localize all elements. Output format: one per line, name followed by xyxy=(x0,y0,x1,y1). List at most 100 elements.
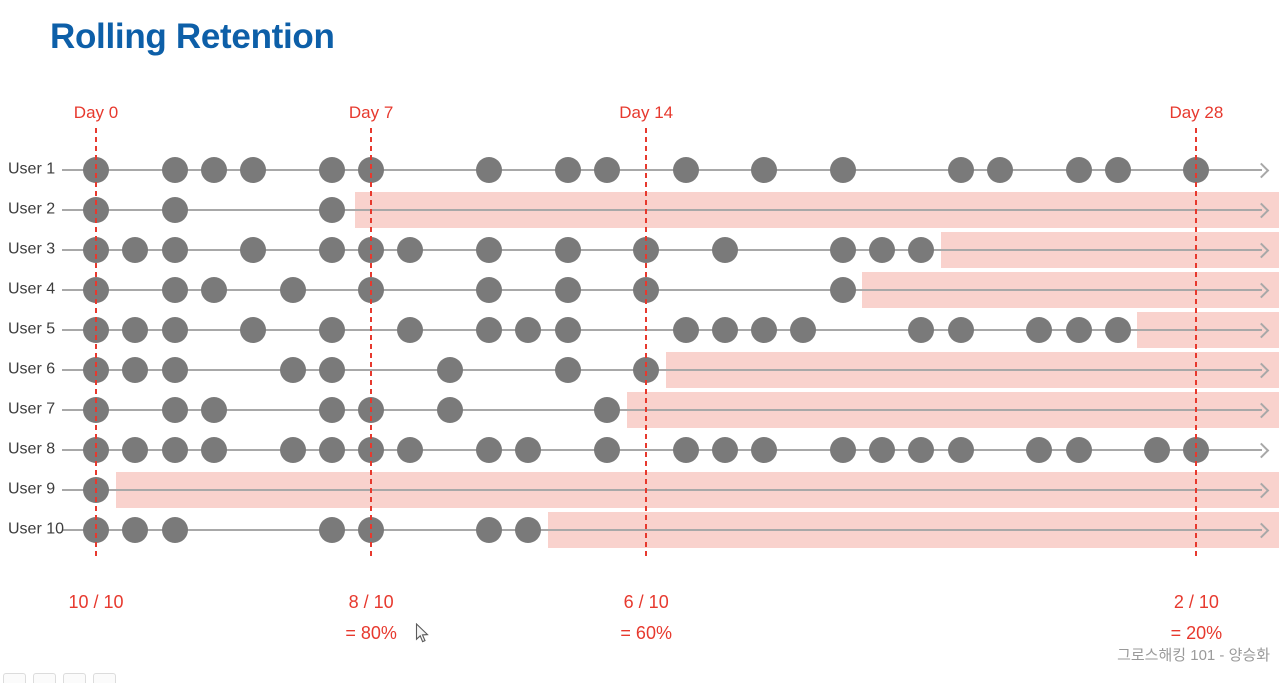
activity-dot xyxy=(200,437,227,463)
user-timeline-line xyxy=(62,529,1262,531)
activity-dot xyxy=(318,237,345,263)
activity-dot xyxy=(436,357,463,383)
activity-dot xyxy=(1065,437,1092,463)
retention-ratio: 10 / 10 xyxy=(68,592,124,612)
activity-dot xyxy=(751,437,778,463)
user-timeline-line xyxy=(62,369,1262,371)
day-marker-line xyxy=(1195,128,1198,558)
activity-dot xyxy=(1104,317,1131,343)
activity-dot xyxy=(672,157,699,183)
activity-dot xyxy=(200,277,227,303)
activity-dot xyxy=(908,437,935,463)
retention-percent: = 20% xyxy=(1170,623,1223,643)
retention-percent: = 80% xyxy=(345,623,397,643)
activity-dot xyxy=(790,317,817,343)
user-timeline-line xyxy=(62,489,1262,491)
activity-dot xyxy=(476,517,502,543)
activity-dot xyxy=(279,357,306,383)
user-timeline-line xyxy=(62,209,1262,211)
user-row-label: User 6 xyxy=(8,360,56,378)
activity-dot xyxy=(986,157,1013,183)
activity-dot xyxy=(829,237,856,263)
activity-dot xyxy=(122,357,149,383)
user-timeline-line xyxy=(62,249,1262,251)
taskbar-icon-stub xyxy=(3,673,26,683)
activity-dot xyxy=(200,157,227,183)
activity-dot xyxy=(122,437,149,463)
day-marker-line xyxy=(645,128,648,558)
activity-dot xyxy=(554,157,581,183)
user-row-label: User 1 xyxy=(8,160,56,178)
activity-dot xyxy=(279,437,306,463)
activity-dot xyxy=(711,437,738,463)
activity-dot xyxy=(947,157,974,183)
activity-dot xyxy=(476,237,502,263)
activity-dot xyxy=(908,237,935,263)
page-title: Rolling Retention xyxy=(50,17,335,56)
user-row-label: User 3 xyxy=(8,240,56,258)
day-marker-label: Day 14 xyxy=(619,103,674,122)
activity-dot xyxy=(1026,437,1053,463)
activity-dot xyxy=(515,517,542,543)
activity-dot xyxy=(161,357,188,383)
activity-dot xyxy=(122,237,149,263)
activity-dot xyxy=(1065,157,1092,183)
activity-dot xyxy=(318,197,345,223)
activity-dot xyxy=(318,157,345,183)
user-row-label: User 8 xyxy=(8,440,56,458)
activity-dot xyxy=(318,317,345,343)
activity-dot xyxy=(869,237,895,263)
activity-dot xyxy=(1144,437,1171,463)
activity-dot xyxy=(240,157,267,183)
activity-dot xyxy=(200,397,227,423)
day-marker-label: Day 28 xyxy=(1169,103,1224,122)
activity-dot xyxy=(711,237,738,263)
activity-dot xyxy=(476,317,502,343)
activity-dot xyxy=(593,157,620,183)
user-row-label: User 10 xyxy=(8,520,65,538)
user-timeline-line xyxy=(62,449,1262,451)
activity-dot xyxy=(397,237,424,263)
activity-dot xyxy=(161,317,188,343)
activity-dot xyxy=(672,317,699,343)
user-timeline-line xyxy=(62,289,1262,291)
activity-dot xyxy=(279,277,306,303)
activity-dot xyxy=(318,437,345,463)
retention-ratio: 8 / 10 xyxy=(348,592,394,612)
retention-percent: = 60% xyxy=(620,623,672,643)
activity-dot xyxy=(672,437,699,463)
user-row-label: User 7 xyxy=(8,400,56,418)
activity-dot xyxy=(829,437,856,463)
activity-dot xyxy=(554,357,581,383)
activity-dot xyxy=(554,277,581,303)
activity-dot xyxy=(161,517,188,543)
taskbar-icon-stub xyxy=(63,673,86,683)
activity-dot xyxy=(1026,317,1053,343)
mouse-cursor-icon xyxy=(415,623,429,643)
retention-ratio: 6 / 10 xyxy=(623,592,669,612)
activity-dot xyxy=(161,397,188,423)
taskbar-icon-stub xyxy=(93,673,116,683)
activity-dot xyxy=(554,317,581,343)
activity-dot xyxy=(122,517,149,543)
activity-dot xyxy=(869,437,895,463)
activity-dot xyxy=(318,517,345,543)
user-timeline-line xyxy=(62,409,1262,411)
activity-dot xyxy=(476,157,502,183)
credit-text: 그로스해킹 101 - 양승화 xyxy=(1117,647,1270,664)
activity-dot xyxy=(318,397,345,423)
activity-dot xyxy=(161,197,188,223)
activity-dot xyxy=(751,157,778,183)
activity-dot xyxy=(1065,317,1092,343)
activity-dot xyxy=(593,397,620,423)
user-row-label: User 2 xyxy=(8,200,56,218)
activity-dot xyxy=(161,237,188,263)
activity-dot xyxy=(515,437,542,463)
activity-dot xyxy=(515,317,542,343)
activity-dot xyxy=(711,317,738,343)
activity-dot xyxy=(436,397,463,423)
activity-dot xyxy=(908,317,935,343)
day-marker-label: Day 0 xyxy=(73,103,119,122)
taskbar-edge xyxy=(3,673,116,683)
user-row-label: User 5 xyxy=(8,320,56,338)
